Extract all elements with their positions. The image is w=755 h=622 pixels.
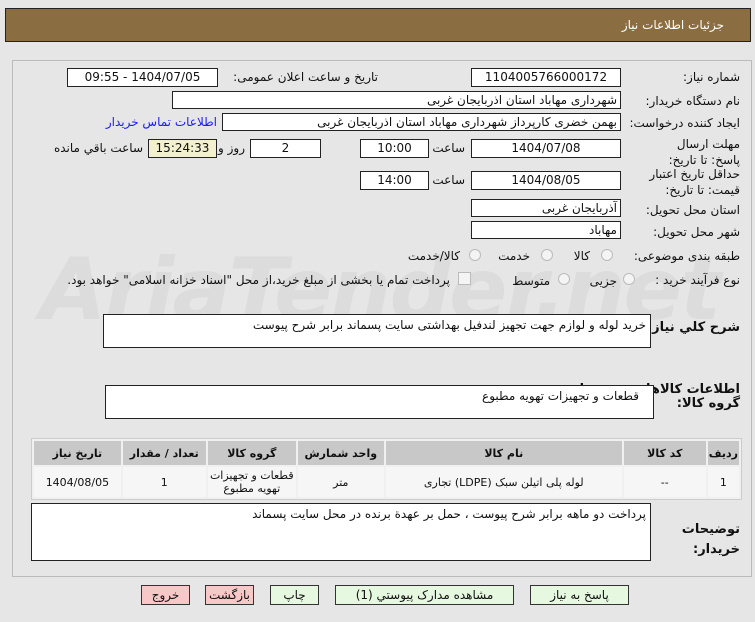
print-button[interactable]: چاپ: [270, 585, 319, 605]
group-label: گروه کالا:: [676, 396, 740, 411]
category-radio-goods[interactable]: [601, 249, 613, 261]
cell-name: لوله پلی اتیلن سبک (LDPE) تجاری: [385, 467, 622, 497]
col-row: ردیف: [707, 441, 739, 465]
col-name: نام کالا: [385, 441, 622, 465]
col-quantity: تعداد / مقدار: [122, 441, 206, 465]
process-radio-minor[interactable]: [623, 273, 635, 285]
page-header: جزئیات اطلاعات نیاز: [5, 8, 751, 42]
creator-label: ایجاد کننده درخواست:: [629, 116, 740, 130]
table-row: 1 -- لوله پلی اتیلن سبک (LDPE) تجاری متر…: [34, 467, 739, 497]
remaining-label: ساعت باقي مانده: [53, 141, 143, 155]
days-label: روز و: [218, 141, 245, 155]
validity-date-field[interactable]: 1404/08/05: [471, 171, 621, 190]
reply-button[interactable]: پاسخ به نیاز: [530, 585, 629, 605]
exit-button[interactable]: خروج: [141, 585, 190, 605]
buyer-field[interactable]: شهرداری مهاباد استان اذربایجان غربی: [172, 91, 621, 109]
process-option-minor: جزیی: [589, 274, 617, 288]
city-field[interactable]: مهاباد: [471, 221, 621, 239]
deadline-date-field[interactable]: 1404/07/08: [471, 139, 621, 158]
province-field[interactable]: آذربایجان غربی: [471, 199, 621, 217]
col-unit: واحد شمارش: [297, 441, 384, 465]
col-date: تاریخ نیاز: [34, 441, 121, 465]
process-option-medium: متوسط: [512, 274, 550, 288]
description-textarea[interactable]: خرید لوله و لوازم جهت تجهیز لندفیل بهداش…: [103, 314, 651, 348]
deadline-label: مهلت ارسال پاسخ: تا تاریخ:: [668, 137, 740, 167]
view-attachments-button[interactable]: مشاهده مدارک پیوستي (1): [335, 585, 514, 605]
description-label: شرح کلي نیاز:: [646, 320, 740, 335]
days-field: 2: [250, 139, 321, 158]
process-radio-medium[interactable]: [558, 273, 570, 285]
city-label: شهر محل تحویل:: [653, 225, 740, 239]
need-number-field[interactable]: 1104005766000172: [471, 68, 621, 87]
table-header-row: ردیف کد کالا نام کالا واحد شمارش گروه کا…: [34, 441, 739, 465]
category-radio-service[interactable]: [541, 249, 553, 261]
deadline-time-field[interactable]: 10:00: [360, 139, 429, 158]
province-label: استان محل تحویل:: [645, 203, 740, 217]
cell-group: قطعات و تجهیزات تهویه مطبوع: [207, 467, 296, 497]
cell-code: --: [623, 467, 706, 497]
page-title: جزئیات اطلاعات نیاز: [621, 18, 724, 32]
deadline-hour-label: ساعت: [432, 141, 465, 155]
category-label: طبقه بندی موضوعی:: [633, 249, 740, 263]
announce-field[interactable]: 1404/07/05 - 09:55: [67, 68, 218, 87]
treasury-checkbox[interactable]: [458, 272, 471, 285]
back-button[interactable]: بازگشت: [205, 585, 254, 605]
notes-label: توضیحات خریدار:: [681, 522, 740, 557]
col-group: گروه کالا: [207, 441, 296, 465]
category-radio-both[interactable]: [469, 249, 481, 261]
cell-unit: متر: [297, 467, 384, 497]
category-option-both: کالا/خدمت: [407, 249, 460, 263]
category-option-goods: کالا: [573, 249, 590, 263]
validity-time-field[interactable]: 14:00: [360, 171, 429, 190]
goods-table: ردیف کد کالا نام کالا واحد شمارش گروه کا…: [31, 438, 742, 500]
contact-buyer-link[interactable]: اطلاعات تماس خریدار: [105, 115, 217, 129]
buyer-label: نام دستگاه خریدار:: [645, 94, 741, 108]
need-number-label: شماره نیاز:: [683, 70, 740, 84]
creator-field[interactable]: بهمن خضری کارپرداز شهرداری مهاباد استان …: [222, 113, 621, 131]
remaining-time: 15:24:33: [148, 139, 217, 158]
col-code: کد کالا: [623, 441, 706, 465]
cell-date: 1404/08/05: [34, 467, 121, 497]
announce-label: تاریخ و ساعت اعلان عمومی:: [233, 70, 378, 84]
category-option-service: خدمت: [498, 249, 530, 263]
validity-label: حداقل تاریخ اعتبار قیمت: تا تاریخ:: [649, 167, 740, 197]
group-textarea[interactable]: قطعات و تجهیزات تهویه مطبوع: [105, 385, 654, 419]
cell-quantity: 1: [122, 467, 206, 497]
validity-hour-label: ساعت: [432, 173, 465, 187]
payment-note: پرداخت تمام یا بخشی از مبلغ خرید،از محل …: [67, 273, 450, 287]
process-label: نوع فرآیند خرید :: [655, 273, 740, 287]
notes-textarea[interactable]: پرداخت دو ماهه برابر شرح پیوست ، حمل بر …: [31, 503, 651, 561]
cell-row: 1: [707, 467, 739, 497]
